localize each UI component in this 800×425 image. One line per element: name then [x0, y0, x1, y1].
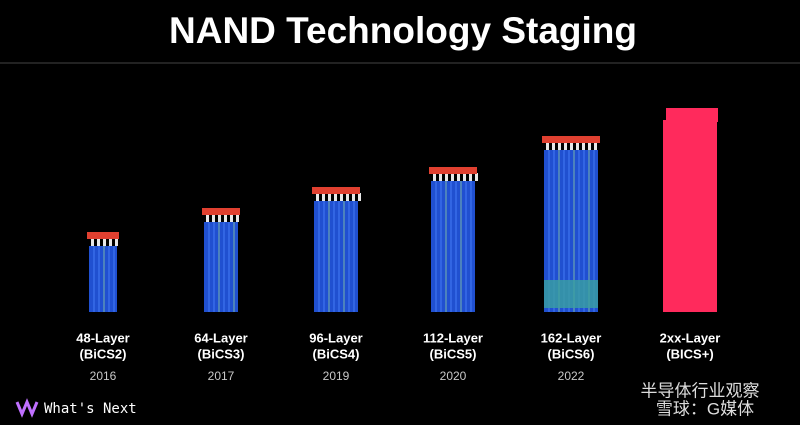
pillar [316, 193, 319, 201]
layer-label: 162-Layer [541, 330, 602, 345]
pillar [564, 142, 567, 150]
stack [542, 136, 600, 312]
stack-body [204, 222, 238, 312]
year-label: 2017 [208, 369, 235, 383]
pillar [558, 142, 561, 150]
stack [87, 232, 119, 312]
layer-label: 112-Layer [423, 330, 483, 345]
pillar [322, 193, 325, 201]
pillar [463, 173, 466, 181]
pillar [109, 238, 112, 246]
pillar [236, 214, 239, 222]
stack-body [314, 201, 358, 312]
stack-base [544, 280, 598, 308]
pillar [570, 142, 573, 150]
year-label: 2020 [440, 369, 467, 383]
pillar [433, 173, 436, 181]
pillar [352, 193, 355, 201]
stack-body [663, 120, 717, 312]
generation-label: (BiCS3) [198, 346, 245, 361]
pillar [340, 193, 343, 201]
pillar [97, 238, 100, 246]
generation-label: (BICS+) [666, 346, 713, 361]
watermark: 雪球：G媒体 [656, 399, 754, 418]
stack [202, 208, 240, 312]
stack [663, 108, 718, 312]
pillar [475, 173, 478, 181]
layer-label: 48-Layer [76, 330, 129, 345]
pillar [552, 142, 555, 150]
stack-cap [202, 208, 240, 215]
stack-cap [87, 232, 119, 239]
layer-label: 2xx-Layer [660, 330, 721, 345]
stack-cap [312, 187, 360, 194]
stack-body [431, 181, 475, 312]
pillar [212, 214, 215, 222]
pillar [224, 214, 227, 222]
generation-label: (BiCS2) [80, 346, 127, 361]
title: NAND Technology Staging [169, 10, 637, 51]
pillar [206, 214, 209, 222]
pillar [439, 173, 442, 181]
pillar [445, 173, 448, 181]
layer-label: 64-Layer [194, 330, 247, 345]
stack-cap [542, 136, 600, 143]
pillar [582, 142, 585, 150]
stack [312, 187, 361, 312]
pillar [576, 142, 579, 150]
layer-label: 96-Layer [309, 330, 362, 345]
stack [429, 167, 478, 312]
pillar [103, 238, 106, 246]
stack-cap [429, 167, 477, 174]
generation-label: (BiCS5) [430, 346, 477, 361]
generation-label: (BiCS6) [548, 346, 595, 361]
pillar [469, 173, 472, 181]
logo [15, 398, 39, 418]
pillar [218, 214, 221, 222]
pillar [358, 193, 361, 201]
pillar [546, 142, 549, 150]
pillar [334, 193, 337, 201]
pillar [115, 238, 118, 246]
footer: What's Next [44, 401, 137, 417]
pillar [457, 173, 460, 181]
pillar [230, 214, 233, 222]
year-label: 2019 [323, 369, 350, 383]
year-label: 2022 [558, 369, 585, 383]
pillar [91, 238, 94, 246]
year-label: 2016 [90, 369, 117, 383]
pillar [594, 142, 597, 150]
pillar [451, 173, 454, 181]
generation-label: (BiCS4) [313, 346, 360, 361]
pillar [346, 193, 349, 201]
stack-body [89, 246, 117, 312]
stack-top [666, 108, 718, 122]
watermark: 半导体行业观察 [641, 381, 760, 400]
pillar [588, 142, 591, 150]
pillar [328, 193, 331, 201]
